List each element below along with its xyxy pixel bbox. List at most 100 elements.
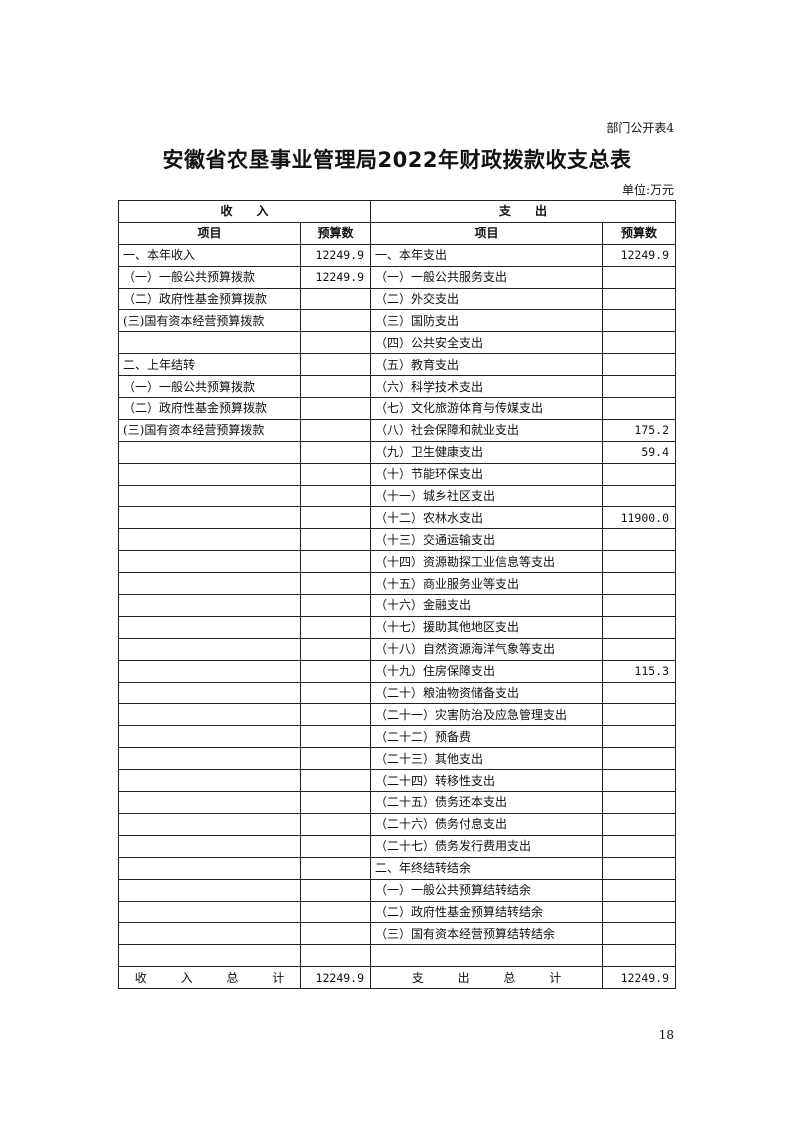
expense-budget-cell bbox=[602, 725, 677, 749]
income-total-label: 收 入 总 计 bbox=[118, 966, 301, 990]
expense-item-cell: （二十六）债务付息支出 bbox=[370, 812, 604, 836]
income-budget-cell bbox=[299, 637, 372, 661]
expense-budget-cell bbox=[602, 309, 677, 333]
income-budget-cell bbox=[299, 791, 372, 814]
table-row: （二）政府性基金预算拨款 （二）外交支出 bbox=[118, 287, 677, 311]
income-budget-cell bbox=[299, 615, 372, 639]
income-item-cell bbox=[118, 484, 301, 508]
expense-budget-cell bbox=[602, 812, 677, 836]
expense-budget-cell bbox=[602, 615, 677, 639]
income-item-cell bbox=[118, 856, 301, 880]
income-budget-cell bbox=[299, 812, 372, 836]
expense-item-cell: （十五）商业服务业等支出 bbox=[370, 572, 604, 596]
income-budget-cell bbox=[299, 769, 372, 793]
income-budget-cell bbox=[299, 878, 372, 902]
table-row: （十二）农林水支出 11900.0 bbox=[118, 506, 677, 530]
expense-item-cell: （十）节能环保支出 bbox=[370, 462, 604, 486]
expense-item-cell: （二十三）其他支出 bbox=[370, 747, 604, 771]
table-row: （十五）商业服务业等支出 bbox=[118, 572, 677, 596]
expense-budget-cell bbox=[602, 856, 677, 880]
income-budget-cell bbox=[299, 725, 372, 749]
income-budget-cell: 12249.9 bbox=[299, 265, 372, 289]
income-item-cell bbox=[118, 637, 301, 661]
expense-item-cell: （十七）援助其他地区支出 bbox=[370, 615, 604, 639]
income-budget-cell bbox=[299, 528, 372, 552]
income-item-cell bbox=[118, 747, 301, 771]
table-row: （二十）粮油物资储备支出 bbox=[118, 681, 677, 705]
table-row: （十九）住房保障支出 115.3 bbox=[118, 659, 677, 683]
income-item-cell bbox=[118, 462, 301, 486]
expense-budget-cell bbox=[602, 594, 677, 617]
expense-item-cell: （十六）金融支出 bbox=[370, 594, 604, 617]
income-item-cell bbox=[118, 769, 301, 793]
table-row: （二十三）其他支出 bbox=[118, 747, 677, 771]
table-row: （二十六）债务付息支出 bbox=[118, 812, 677, 836]
expense-item-cell: （二十）粮油物资储备支出 bbox=[370, 681, 604, 705]
income-item-cell bbox=[118, 900, 301, 924]
income-budget-cell bbox=[299, 287, 372, 311]
expense-item-cell: 二、年终结转结余 bbox=[370, 856, 604, 880]
expense-item-cell: （五）教育支出 bbox=[370, 353, 604, 377]
income-item-cell bbox=[118, 594, 301, 617]
expense-item-cell: （十八）自然资源海洋气象等支出 bbox=[370, 637, 604, 661]
table-row: （一）一般公共预算拨款 （六）科学技术支出 bbox=[118, 375, 677, 399]
table-row: （二）政府性基金预算结转结余 bbox=[118, 900, 677, 924]
income-item-cell bbox=[118, 834, 301, 858]
income-item-cell bbox=[118, 506, 301, 530]
income-budget-cell bbox=[299, 484, 372, 508]
income-budget-cell bbox=[299, 681, 372, 705]
income-item-cell bbox=[118, 572, 301, 596]
expense-budget-cell bbox=[602, 572, 677, 596]
expense-budget-cell bbox=[602, 791, 677, 814]
expense-item-cell: （八）社会保障和就业支出 bbox=[370, 418, 604, 442]
income-item-cell bbox=[118, 331, 301, 355]
income-item-cell: （二）政府性基金预算拨款 bbox=[118, 287, 301, 311]
expense-budget-cell bbox=[602, 484, 677, 508]
income-item-cell: （一）一般公共预算拨款 bbox=[118, 375, 301, 399]
income-item-cell bbox=[118, 615, 301, 639]
expense-budget-cell: 12249.9 bbox=[602, 243, 677, 267]
income-total-value: 12249.9 bbox=[299, 966, 372, 990]
expense-item-cell: （十九）住房保障支出 bbox=[370, 659, 604, 683]
expense-budget-header: 预算数 bbox=[602, 221, 677, 245]
income-item-cell bbox=[118, 528, 301, 552]
table-row: （十）节能环保支出 bbox=[118, 462, 677, 486]
income-item-cell bbox=[118, 791, 301, 814]
expense-budget-cell: 59.4 bbox=[602, 440, 677, 464]
expense-item-header: 项目 bbox=[370, 221, 604, 245]
table-row: （二十一）灾害防治及应急管理支出 bbox=[118, 703, 677, 727]
expense-budget-cell bbox=[602, 528, 677, 552]
table-row: （九）卫生健康支出 59.4 bbox=[118, 440, 677, 464]
table-row: （二十四）转移性支出 bbox=[118, 769, 677, 793]
income-budget-cell bbox=[299, 747, 372, 771]
income-item-cell: 二、上年结转 bbox=[118, 353, 301, 377]
page-number: 18 bbox=[658, 1028, 674, 1042]
column-header-row: 项目 预算数 项目 预算数 bbox=[118, 221, 677, 245]
expense-item-cell: （二十一）灾害防治及应急管理支出 bbox=[370, 703, 604, 727]
table-row: 二、年终结转结余 bbox=[118, 856, 677, 880]
income-item-cell: 一、本年收入 bbox=[118, 243, 301, 267]
expense-item-cell: （三）国防支出 bbox=[370, 309, 604, 333]
expense-budget-cell: 11900.0 bbox=[602, 506, 677, 530]
income-budget-cell bbox=[299, 944, 372, 968]
table-row: 二、上年结转 （五）教育支出 bbox=[118, 353, 677, 377]
income-item-cell: （二）政府性基金预算拨款 bbox=[118, 397, 301, 420]
expense-header: 支 出 bbox=[370, 200, 677, 223]
expense-item-cell: （二十二）预备费 bbox=[370, 725, 604, 749]
income-budget-cell bbox=[299, 418, 372, 442]
expense-total-value: 12249.9 bbox=[602, 966, 677, 990]
income-budget-cell bbox=[299, 550, 372, 574]
expense-budget-cell bbox=[602, 637, 677, 661]
page-title: 安徽省农垦事业管理局2022年财政拨款收支总表 bbox=[162, 148, 632, 172]
expense-budget-cell bbox=[602, 397, 677, 420]
income-item-cell bbox=[118, 944, 301, 968]
expense-item-cell: （一）一般公共服务支出 bbox=[370, 265, 604, 289]
income-item-cell bbox=[118, 681, 301, 705]
table-row: （十七）援助其他地区支出 bbox=[118, 615, 677, 639]
income-budget-cell bbox=[299, 659, 372, 683]
income-item-cell bbox=[118, 878, 301, 902]
income-item-cell bbox=[118, 922, 301, 946]
income-budget-cell bbox=[299, 353, 372, 377]
income-item-cell bbox=[118, 659, 301, 683]
income-item-cell: (三)国有资本经营预算拨款 bbox=[118, 418, 301, 442]
